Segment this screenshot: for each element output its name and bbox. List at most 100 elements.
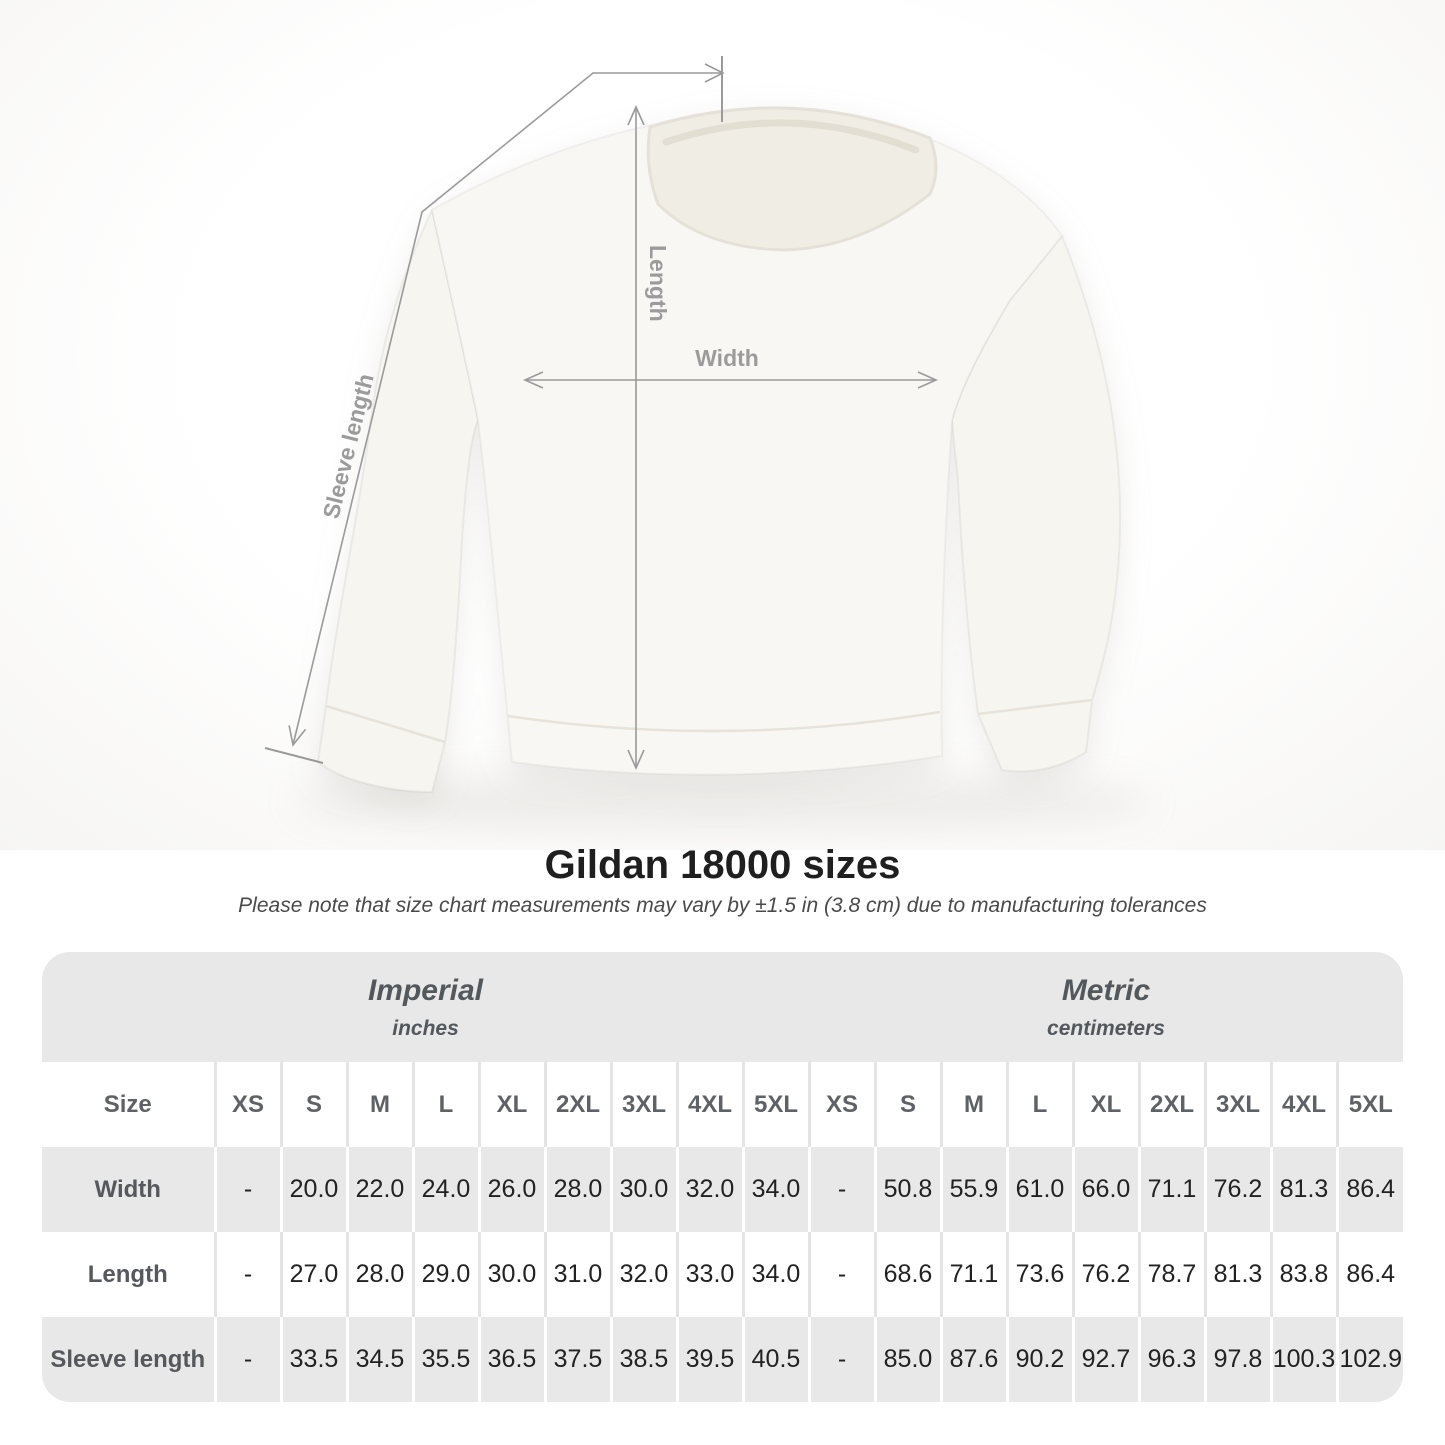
cuff-arrowhead — [288, 725, 307, 747]
size-table-grid: Imperial inches Metric centimeters Size … — [42, 952, 1403, 1402]
measurement-value-cell: - — [807, 1147, 875, 1232]
measurement-value-cell: 28.0 — [345, 1232, 413, 1317]
garment-shadow — [292, 772, 1152, 832]
col-header-imperial-s: S — [279, 1062, 347, 1147]
measurement-value-cell: 92.7 — [1071, 1317, 1139, 1402]
measurement-value-cell: 85.0 — [873, 1317, 941, 1402]
measurement-value-cell: 32.0 — [675, 1147, 743, 1232]
measurement-value-cell: 40.5 — [741, 1317, 809, 1402]
measurement-value-cell: - — [807, 1232, 875, 1317]
page-title: Gildan 18000 sizes — [544, 843, 901, 887]
col-header-metric-m: M — [939, 1062, 1007, 1147]
size-table: Imperial inches Metric centimeters Size … — [42, 952, 1403, 1402]
measurement-value-cell: 102.9 — [1335, 1317, 1403, 1402]
measurement-value-cell: - — [807, 1317, 875, 1402]
row-length: Length -27.0 28.0 29.0 30.0 31.0 32.0 33.0 34.0-… — [42, 1232, 1403, 1317]
measurement-value-cell: 61.0 — [1005, 1147, 1073, 1232]
tolerance-note: Please note that size chart measurements… — [238, 894, 1207, 917]
measurement-value-cell: 76.2 — [1203, 1147, 1271, 1232]
measurement-value-cell: 37.5 — [543, 1317, 611, 1402]
col-header-imperial-l: L — [411, 1062, 479, 1147]
measurement-value-cell: 27.0 — [279, 1232, 347, 1317]
measurement-value-cell: 35.5 — [411, 1317, 479, 1402]
measurement-value-cell: 20.0 — [279, 1147, 347, 1232]
table-body: Width -20.0 22.0 24.0 26.0 28.0 30.0 32.0 34.0-5… — [42, 1147, 1403, 1402]
col-header-metric-s: S — [873, 1062, 941, 1147]
left-cuff-seam — [325, 704, 446, 744]
measurement-value-cell: 81.3 — [1203, 1232, 1271, 1317]
col-header-imperial-xl: XL — [477, 1062, 545, 1147]
length-bottom-arrowhead — [627, 749, 645, 770]
col-header-metric-2xl: 2XL — [1137, 1062, 1205, 1147]
sweatshirt-graphic — [316, 106, 1122, 794]
col-header-imperial-3xl: 3XL — [609, 1062, 677, 1147]
right-sleeve — [950, 234, 1122, 773]
cuff-tick — [264, 747, 324, 764]
col-header-imperial-xs: XS — [213, 1062, 281, 1147]
collar-opening — [646, 106, 938, 252]
measurement-value-cell: - — [213, 1317, 281, 1402]
row-label: Length — [42, 1232, 215, 1317]
measurement-value-cell: 68.6 — [873, 1232, 941, 1317]
metric-heading: Metric — [1061, 973, 1151, 1007]
measurement-value-cell: 39.5 — [675, 1317, 743, 1402]
col-header-imperial-5xl: 5XL — [741, 1062, 809, 1147]
unit-band-metric: Metric centimeters — [809, 952, 1403, 1062]
measurement-value-cell: 78.7 — [1137, 1232, 1205, 1317]
row-sleeve-length: Sleeve length -33.5 34.5 35.5 36.5 37.5 38.5 39… — [42, 1317, 1403, 1402]
width-left-arrowhead — [523, 371, 544, 389]
measurement-value-cell: 31.0 — [543, 1232, 611, 1317]
measurement-value-cell: 30.0 — [477, 1232, 545, 1317]
measurement-value-cell: 96.3 — [1137, 1317, 1205, 1402]
col-header-metric-5xl: 5XL — [1335, 1062, 1403, 1147]
measurement-value-cell: 90.2 — [1005, 1317, 1073, 1402]
measurement-value-cell: 66.0 — [1071, 1147, 1139, 1232]
hem-seam — [507, 710, 941, 733]
measurement-value-cell: 32.0 — [609, 1232, 677, 1317]
measurement-value-cell: 22.0 — [345, 1147, 413, 1232]
row-label: Width — [42, 1147, 215, 1232]
metric-unit: centimeters — [1047, 1016, 1165, 1040]
measurement-value-cell: 76.2 — [1071, 1232, 1139, 1317]
width-right-arrowhead — [917, 371, 938, 389]
measurement-value-cell: 30.0 — [609, 1147, 677, 1232]
row-label: Sleeve length — [42, 1317, 215, 1402]
col-header-metric-4xl: 4XL — [1269, 1062, 1337, 1147]
row-width: Width -20.0 22.0 24.0 26.0 28.0 30.0 32.0 34.0-5… — [42, 1147, 1403, 1232]
measurement-value-cell: 24.0 — [411, 1147, 479, 1232]
measurement-value-cell: 50.8 — [873, 1147, 941, 1232]
measurement-value-cell: 86.4 — [1335, 1232, 1403, 1317]
measurement-value-cell: 71.1 — [1137, 1147, 1205, 1232]
measurement-value-cell: 83.8 — [1269, 1232, 1337, 1317]
imperial-heading: Imperial — [367, 973, 484, 1007]
sleeve-length-line — [292, 72, 723, 746]
col-header-imperial-m: M — [345, 1062, 413, 1147]
measurement-value-cell: 86.4 — [1335, 1147, 1403, 1232]
size-column-header: Size — [42, 1062, 215, 1147]
sweatshirt-diagram: Length Width Sleeve length — [264, 56, 1152, 832]
measurement-value-cell: 29.0 — [411, 1232, 479, 1317]
measurement-value-cell: 34.0 — [741, 1232, 809, 1317]
measurement-value-cell: - — [213, 1147, 281, 1232]
measurement-value-cell: 34.5 — [345, 1317, 413, 1402]
measurement-value-cell: - — [213, 1232, 281, 1317]
col-header-metric-xl: XL — [1071, 1062, 1139, 1147]
col-header-imperial-4xl: 4XL — [675, 1062, 743, 1147]
measurement-value-cell: 73.6 — [1005, 1232, 1073, 1317]
imperial-unit: inches — [392, 1016, 459, 1040]
measurement-value-cell: 28.0 — [543, 1147, 611, 1232]
collar-inner-shadow — [662, 119, 920, 154]
measurement-value-cell: 87.6 — [939, 1317, 1007, 1402]
right-cuff-seam — [977, 698, 1093, 716]
unit-band-row: Imperial inches Metric centimeters — [42, 952, 1403, 1062]
length-top-arrowhead — [627, 105, 645, 126]
measurement-value-cell: 55.9 — [939, 1147, 1007, 1232]
width-label: Width — [695, 345, 759, 371]
measurement-value-cell: 34.0 — [741, 1147, 809, 1232]
length-label: Length — [645, 245, 671, 322]
col-header-metric-3xl: 3XL — [1203, 1062, 1271, 1147]
measurement-value-cell: 81.3 — [1269, 1147, 1337, 1232]
size-header-row: Size XS S M L XL 2XL 3XL 4XL 5XL XS S M L XL 2XL 3XL 4XL… — [42, 1062, 1403, 1147]
measurement-value-cell: 33.5 — [279, 1317, 347, 1402]
